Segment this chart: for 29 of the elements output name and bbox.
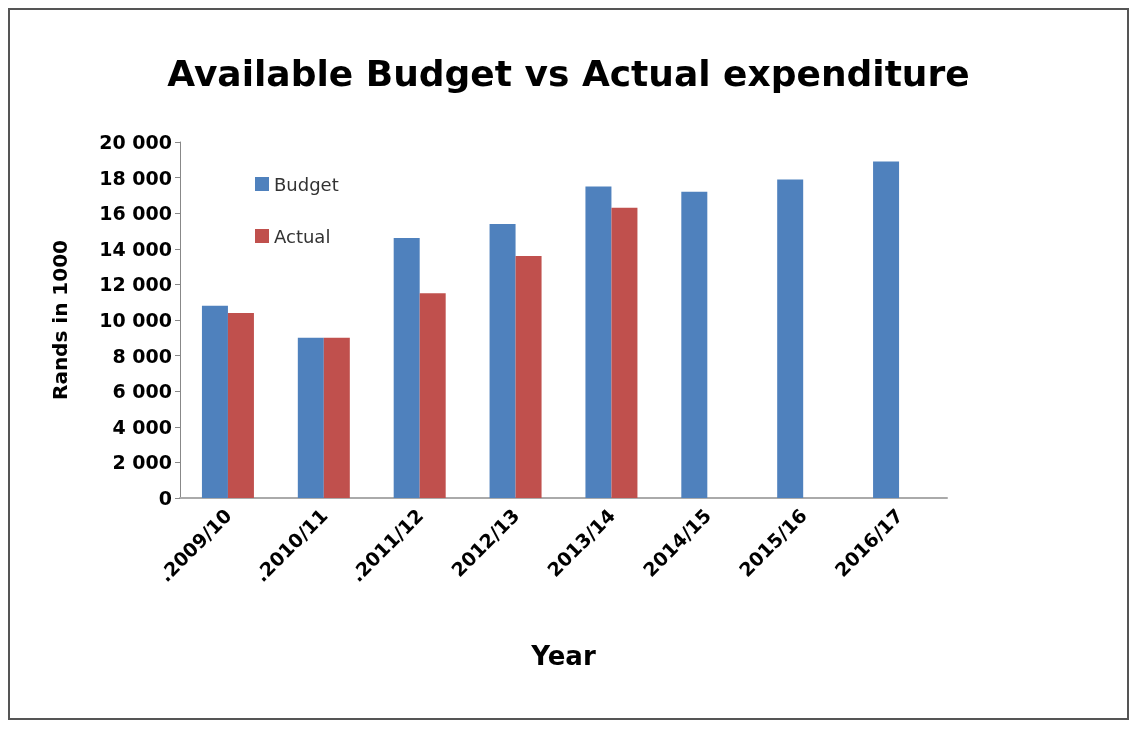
y-tick-label: 20 000	[99, 131, 172, 153]
y-tick-label: 16 000	[99, 202, 172, 225]
legend-label: Budget	[274, 173, 339, 195]
y-tick-label: 10 000	[99, 309, 172, 331]
bar	[489, 223, 516, 498]
y-tick-label: 6 000	[112, 380, 172, 403]
bar	[873, 161, 900, 498]
x-axis-title: Year	[530, 641, 596, 671]
y-tick-label: 2 000	[112, 451, 172, 474]
bar	[419, 293, 446, 498]
bar	[201, 305, 228, 498]
y-tick-label: 8 000	[112, 344, 172, 367]
bar	[323, 337, 350, 498]
bar	[227, 312, 254, 498]
legend-label: Actual	[274, 225, 331, 247]
y-tick-label: 0	[158, 487, 172, 509]
y-tick-label: 18 000	[99, 166, 172, 189]
chart-title: Available Budget vs Actual expenditure	[167, 52, 970, 94]
bar	[681, 191, 708, 498]
bar	[515, 255, 542, 498]
y-tick-label: 4 000	[112, 415, 172, 438]
bar	[393, 238, 420, 498]
y-axis-title: Rands in 1000	[48, 239, 72, 401]
bar	[777, 179, 804, 498]
y-tick-label: 12 000	[99, 273, 172, 296]
bar	[585, 186, 612, 498]
y-tick-label: 14 000	[99, 237, 172, 260]
bar	[611, 207, 638, 498]
bar	[297, 337, 324, 498]
